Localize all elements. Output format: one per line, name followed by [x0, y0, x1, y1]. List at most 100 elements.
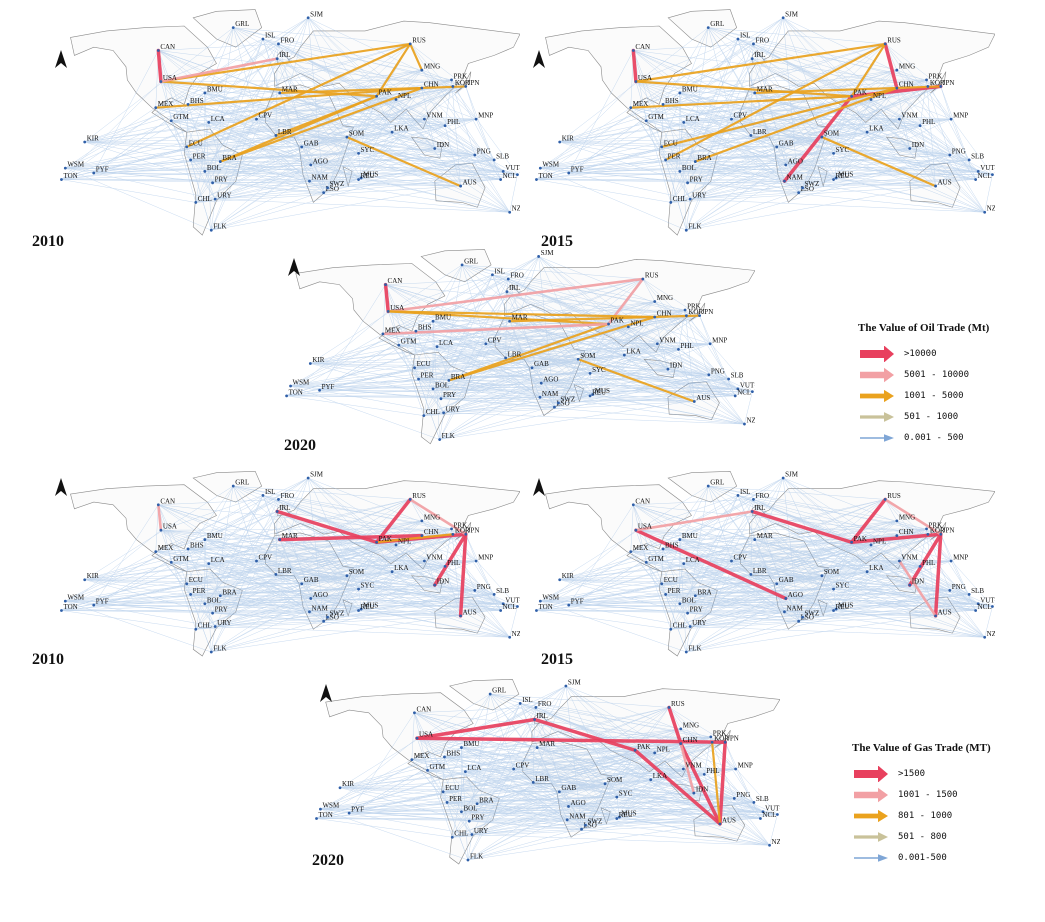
country-label-per: PER [668, 152, 681, 160]
country-point-chl [669, 627, 673, 631]
country-point-grl [460, 263, 464, 267]
country-point-mnp [734, 767, 738, 771]
country-point-phl [677, 348, 680, 351]
country-label-lca: LCA [467, 764, 481, 772]
country-label-vnm: VNM [426, 553, 443, 561]
country-label-jpn: JPN [702, 308, 714, 316]
country-point-lka [865, 570, 869, 574]
country-point-slb [492, 593, 496, 596]
country-label-ton: TON [63, 172, 77, 180]
country-label-aus: AUS [463, 179, 477, 187]
country-point-pry [211, 611, 214, 615]
country-point-reu [832, 609, 835, 612]
country-label-fji: FJI [519, 167, 520, 175]
country-point-aus [459, 614, 462, 618]
country-point-png [732, 797, 736, 800]
country-label-gab: GAB [304, 139, 319, 147]
country-point-mng [420, 519, 424, 523]
country-label-bra: BRA [451, 373, 465, 381]
country-label-sjm: SJM [310, 10, 324, 18]
country-point-gab [775, 145, 779, 149]
major-flow-vnm-aus [898, 559, 937, 618]
country-label-sjm: SJM [785, 471, 799, 479]
country-point-idn [692, 791, 696, 795]
country-label-aus: AUS [938, 179, 952, 187]
legend-arrow-icon [854, 853, 888, 862]
country-point-fro [277, 498, 280, 501]
country-label-syc: SYC [592, 366, 606, 374]
major-flow-pak-jpn [849, 532, 943, 545]
country-point-flk [438, 438, 442, 441]
country-label-som: SOM [580, 352, 596, 360]
major-flow-aus-jpn [933, 532, 943, 618]
country-point-nam [565, 818, 569, 822]
country-label-vut: VUT [740, 381, 755, 389]
country-label-mus: MUS [595, 387, 610, 395]
country-label-vut: VUT [980, 164, 995, 172]
gas-legend-item: 501 - 800 [852, 826, 991, 847]
country-label-prk: PRK [929, 72, 943, 80]
oil-legend-item: >10000 [858, 343, 989, 364]
country-point-mus [834, 607, 838, 611]
country-point-gab [557, 790, 561, 794]
country-label-grl: GRL [492, 687, 506, 695]
country-point-bol [678, 169, 682, 173]
country-point-flk [466, 858, 470, 862]
country-label-aus: AUS [696, 394, 710, 402]
country-label-bol: BOL [207, 164, 221, 172]
country-point-slb [752, 801, 756, 804]
country-label-reu: REU [592, 388, 606, 396]
country-label-vnm: VNM [901, 553, 918, 561]
country-point-mus [359, 176, 363, 180]
country-label-gab: GAB [779, 576, 794, 584]
country-label-idn: IDN [696, 786, 708, 794]
country-label-can: CAN [635, 43, 650, 51]
country-label-png: PNG [477, 583, 491, 591]
country-label-kir: KIR [562, 134, 574, 142]
country-label-wsm: WSM [322, 802, 340, 810]
country-label-lso: LSO [584, 822, 597, 830]
country-label-nzl: NZL [772, 838, 780, 846]
country-point-nzl [983, 210, 987, 214]
country-label-pry: PRY [215, 175, 228, 183]
country-label-slb: SLB [731, 371, 744, 379]
country-label-mus: MUS [363, 602, 378, 610]
country-label-syc: SYC [836, 582, 850, 590]
country-label-chl: CHL [673, 195, 687, 203]
country-label-usa: USA [163, 523, 177, 531]
major-flow-rus-pak [849, 497, 887, 545]
country-point-npl [869, 98, 873, 101]
major-flow-usa-jpn [415, 736, 727, 744]
country-point-png [473, 153, 477, 157]
country-point-aus [692, 400, 696, 403]
country-label-mng: MNG [899, 63, 915, 71]
major-flow-bra-chn [219, 86, 423, 163]
country-point-mar [278, 91, 282, 95]
country-label-pry: PRY [690, 175, 703, 183]
country-point-sjm [781, 476, 785, 480]
country-label-ury: URY [692, 619, 706, 627]
country-point-nam [308, 610, 311, 614]
country-point-vnm [898, 559, 901, 563]
country-label-ton: TON [63, 603, 77, 611]
country-label-usa: USA [638, 74, 652, 82]
country-label-chn: CHN [683, 736, 698, 744]
country-label-prk: PRK [454, 521, 468, 529]
country-label-prk: PRK [713, 729, 727, 737]
country-label-jpn: JPN [727, 735, 739, 743]
country-point-gtm [644, 560, 648, 564]
country-label-vut: VUT [765, 804, 780, 812]
country-label-kor: KOR [714, 735, 729, 743]
country-point-bra [693, 594, 697, 598]
legend-arrow-icon [860, 367, 894, 382]
country-point-reu [832, 178, 835, 181]
country-label-isl: ISL [265, 488, 276, 496]
country-point-bmu [203, 91, 207, 95]
country-point-bmu [678, 538, 682, 541]
country-point-fji [516, 605, 519, 608]
country-label-ury: URY [446, 405, 460, 413]
country-point-bol [460, 810, 463, 814]
country-label-mar: MAR [282, 85, 298, 93]
landmass-outline [667, 9, 738, 48]
